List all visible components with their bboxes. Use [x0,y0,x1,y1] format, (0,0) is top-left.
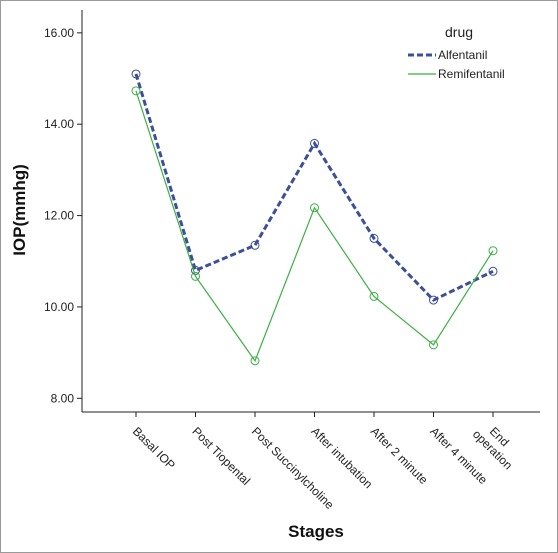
data-point-remifentanil [488,246,498,256]
y-tick-label: 10.00 [44,300,74,314]
data-point-remifentanil [250,356,260,366]
series-layer [131,69,498,366]
data-point-remifentanil [131,86,141,96]
legend-label-alfentanil: Alfentanil [438,48,487,62]
x-tick-label: After intubation [308,424,375,491]
axes [81,10,540,413]
data-point-alfentanil [250,240,260,250]
x-tick-label: Post Tiopental [189,424,253,488]
data-point-remifentanil [369,291,379,301]
data-point-remifentanil [191,271,200,281]
series-remifentanil [131,86,498,366]
data-point-alfentanil [369,233,379,243]
legend-label-remifentanil: Remifentanil [438,67,505,81]
legend-title: drug [445,24,473,40]
legend: drug Alfentanil Remifentanil [408,24,505,81]
data-point-remifentanil [310,203,319,213]
data-point-alfentanil [131,69,141,79]
data-point-alfentanil [429,295,438,305]
y-axis-title: IOP(mmhg) [10,164,29,256]
series-line-remifentanil [135,90,494,363]
x-axis-title: Stages [288,522,344,541]
data-point-remifentanil [429,340,438,350]
y-tick-label: 12.00 [44,209,74,223]
y-tick-label: 8.00 [51,391,75,405]
y-tick-label: 16.00 [44,26,74,40]
series-alfentanil [131,69,498,305]
y-tick-label: 14.00 [44,117,74,131]
y-axis-ticks: 8.00 10.00 12.00 14.00 16.00 [44,26,82,405]
data-point-alfentanil [310,138,319,148]
x-tick-label: After 2 minute [368,424,431,487]
data-point-alfentanil [488,266,498,276]
series-line-alfentanil [134,73,494,302]
x-tick-label: Basal IOP [130,424,178,472]
